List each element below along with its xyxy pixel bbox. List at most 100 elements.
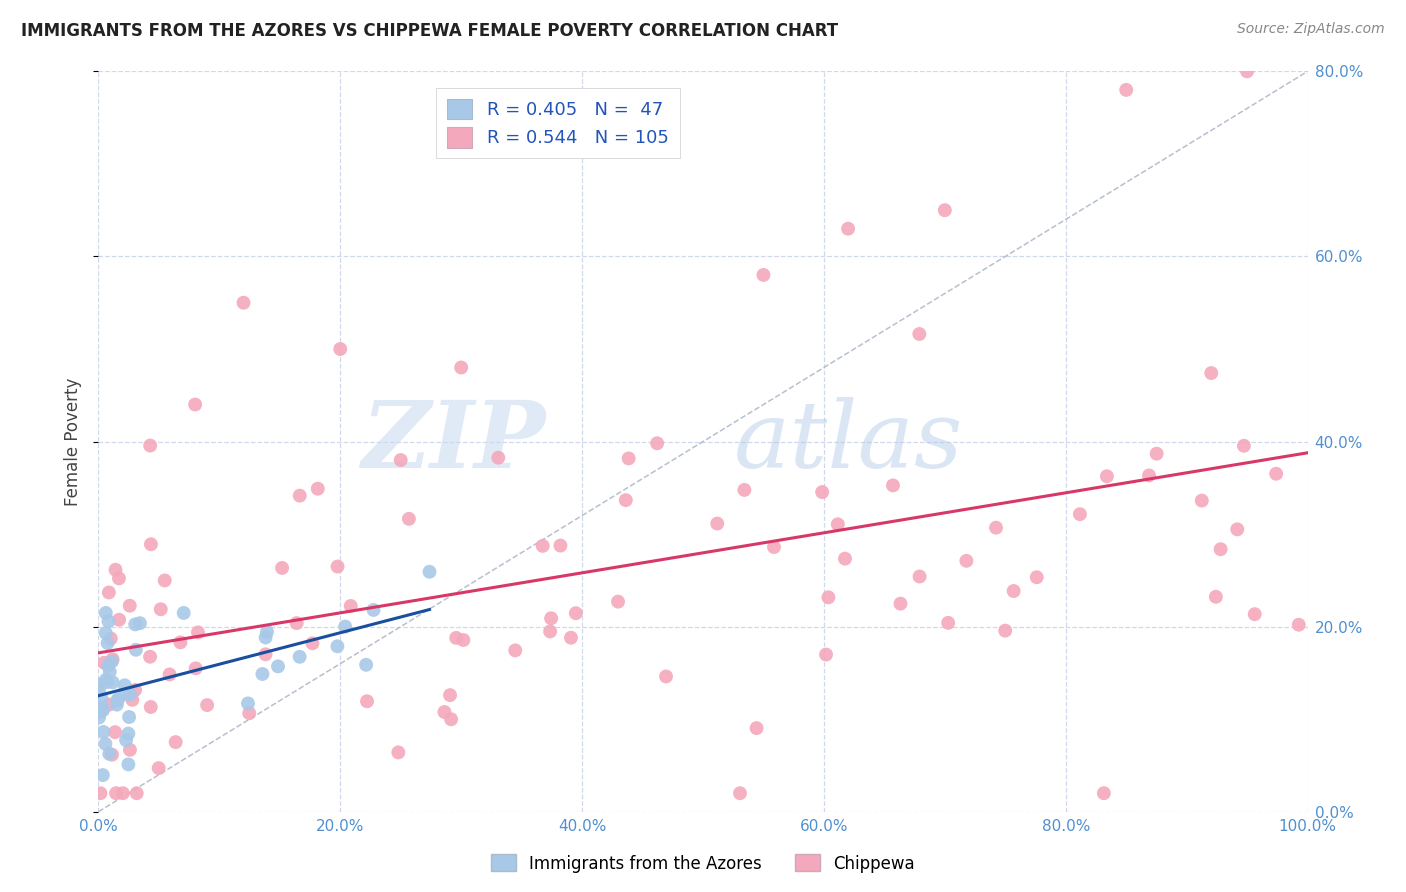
Point xyxy=(1069,507,1091,521)
Point xyxy=(288,649,311,664)
Legend: Immigrants from the Azores, Chippewa: Immigrants from the Azores, Chippewa xyxy=(484,847,922,880)
Point xyxy=(254,648,277,662)
Point xyxy=(811,485,834,500)
Point xyxy=(1226,522,1249,536)
Point xyxy=(118,743,141,757)
Point xyxy=(165,735,187,749)
Point xyxy=(1236,64,1258,78)
Point xyxy=(254,631,277,645)
Point xyxy=(817,591,839,605)
Legend: R = 0.405   N =  47, R = 0.544   N = 105: R = 0.405 N = 47, R = 0.544 N = 105 xyxy=(436,87,679,159)
Point xyxy=(444,631,467,645)
Point xyxy=(827,517,849,532)
Point xyxy=(363,603,385,617)
Point xyxy=(97,585,120,599)
Point xyxy=(889,597,911,611)
Point xyxy=(837,221,859,235)
Point xyxy=(159,667,181,681)
Point xyxy=(882,478,904,492)
Point xyxy=(93,656,115,670)
Point xyxy=(105,698,128,712)
Point xyxy=(617,451,640,466)
Point xyxy=(124,683,146,698)
Point xyxy=(1243,607,1265,622)
Point xyxy=(98,747,121,761)
Point xyxy=(129,616,152,631)
Point xyxy=(87,684,110,698)
Point xyxy=(1146,447,1168,461)
Point xyxy=(93,725,115,739)
Point xyxy=(550,539,572,553)
Text: atlas: atlas xyxy=(734,397,963,486)
Point xyxy=(108,613,131,627)
Point xyxy=(125,786,148,800)
Point xyxy=(139,438,162,452)
Point xyxy=(97,615,120,629)
Point xyxy=(238,706,260,721)
Point xyxy=(994,624,1017,638)
Point xyxy=(503,643,526,657)
Point xyxy=(91,703,114,717)
Point xyxy=(149,602,172,616)
Point xyxy=(117,726,139,740)
Point xyxy=(89,700,111,714)
Point xyxy=(1199,366,1222,380)
Point xyxy=(101,655,124,669)
Point xyxy=(94,606,117,620)
Point xyxy=(101,747,124,762)
Point xyxy=(614,493,637,508)
Text: IMMIGRANTS FROM THE AZORES VS CHIPPEWA FEMALE POVERTY CORRELATION CHART: IMMIGRANTS FROM THE AZORES VS CHIPPEWA F… xyxy=(21,22,838,40)
Point xyxy=(387,745,409,759)
Point xyxy=(121,693,143,707)
Point xyxy=(148,761,170,775)
Point xyxy=(97,658,120,673)
Point xyxy=(301,636,323,650)
Point xyxy=(114,687,136,701)
Point xyxy=(655,669,678,683)
Point xyxy=(418,565,440,579)
Point xyxy=(153,574,176,588)
Point xyxy=(450,360,472,375)
Point xyxy=(184,661,207,675)
Point xyxy=(173,606,195,620)
Point xyxy=(89,786,111,800)
Point xyxy=(934,203,956,218)
Point xyxy=(94,626,117,640)
Point xyxy=(169,635,191,649)
Point xyxy=(90,704,112,718)
Point xyxy=(486,450,509,465)
Point xyxy=(645,436,668,450)
Point xyxy=(107,692,129,706)
Point xyxy=(187,625,209,640)
Point xyxy=(232,295,254,310)
Point xyxy=(326,640,349,654)
Point xyxy=(1265,467,1288,481)
Point xyxy=(936,615,959,630)
Point xyxy=(540,611,562,625)
Point xyxy=(1233,439,1256,453)
Point xyxy=(118,599,141,613)
Point xyxy=(565,606,588,620)
Point xyxy=(96,675,118,690)
Point xyxy=(728,786,751,800)
Point xyxy=(1115,83,1137,97)
Point xyxy=(908,326,931,341)
Y-axis label: Female Poverty: Female Poverty xyxy=(65,377,83,506)
Point xyxy=(389,453,412,467)
Point xyxy=(745,721,768,735)
Point xyxy=(105,786,128,800)
Point xyxy=(453,633,475,648)
Point xyxy=(752,268,775,282)
Point xyxy=(94,673,117,687)
Point xyxy=(139,649,162,664)
Point xyxy=(815,648,838,662)
Point xyxy=(236,697,259,711)
Point xyxy=(98,665,121,679)
Point xyxy=(439,688,461,702)
Point xyxy=(252,667,274,681)
Point xyxy=(101,652,124,666)
Point xyxy=(834,551,856,566)
Point xyxy=(329,342,352,356)
Point xyxy=(398,512,420,526)
Point xyxy=(531,539,554,553)
